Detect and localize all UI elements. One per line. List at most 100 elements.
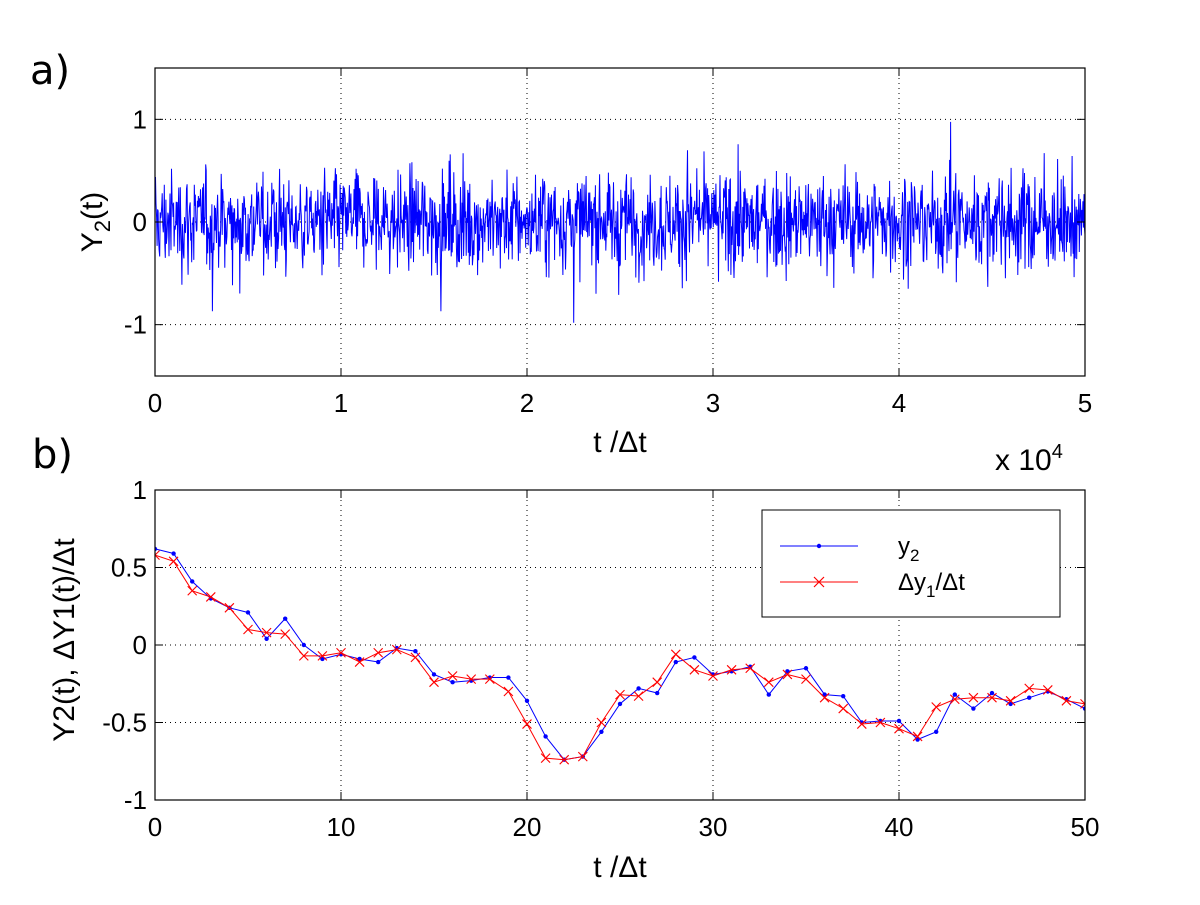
chart-b: 0 10 20 30 40 50 -1 -0.5 0 0.5 1 t /Δt Y2(t), ΔY1… [48, 475, 1099, 884]
chart-b-point-y2-40 [896, 718, 902, 724]
chart-b-point-dy1-dt-16 [447, 671, 458, 681]
chart-b-point-y2-7 [283, 616, 288, 621]
chart-b-point-y2-45 [989, 690, 995, 696]
chart-b-point-y2-9 [320, 656, 325, 662]
legend-marker-dy1-dt [813, 576, 825, 588]
chart-b-point-dy1-dt-48 [1042, 685, 1053, 695]
chart-b-x-tick-label-5: 50 [1071, 812, 1100, 842]
chart-b-y-tick-label-1: -0.5 [102, 708, 147, 738]
chart-b-x-tick-label-0: 0 [148, 812, 162, 842]
chart-b-point-dy1-dt-6 [261, 627, 272, 638]
chart-b-point-y2-5 [245, 610, 251, 615]
chart-b-point-dy1-dt-44 [968, 692, 979, 703]
chart-b-point-y2-25 [617, 701, 623, 707]
chart-b-point-y2-33 [766, 692, 771, 697]
chart-b-point-dy1-dt-9 [317, 650, 328, 661]
chart-a-y-axis-label: Y2(t) [76, 192, 115, 253]
chart-b-point-dy1-dt-0 [155, 550, 160, 560]
chart-b-point-dy1-dt-36 [819, 692, 830, 703]
chart-b-point-dy1-dt-34 [782, 669, 793, 680]
chart-b-point-dy1-dt-10 [336, 647, 346, 658]
chart-b-x-tick-label-1: 10 [327, 812, 356, 842]
chart-b-x-tick-label-4: 40 [885, 812, 914, 842]
chart-b-point-dy1-dt-33 [763, 677, 774, 688]
chart-b-point-y2-16 [450, 680, 455, 685]
chart-a-y-tick-label-0: -1 [124, 310, 147, 340]
chart-b-point-dy1-dt-26 [633, 691, 644, 702]
chart-b-y-tick-label-2: 0 [133, 630, 147, 660]
chart-b-point-dy1-dt-42 [931, 702, 942, 712]
chart-b-point-dy1-dt-20 [522, 719, 532, 729]
chart-b-point-dy1-dt-17 [466, 674, 477, 684]
chart-b-point-dy1-dt-45 [987, 692, 997, 703]
chart-b-point-y2-29 [692, 655, 697, 660]
chart-a-x-axis-label: t /Δt [593, 426, 647, 459]
chart-b-x-ticks: 0 10 20 30 40 50 [148, 490, 1100, 842]
chart-b-point-dy1-dt-4 [224, 602, 235, 613]
chart-b-point-dy1-dt-37 [838, 703, 849, 714]
chart-b-series-dy1-dt [155, 550, 1085, 765]
chart-b-point-dy1-dt-3 [205, 592, 216, 602]
chart-b-point-dy1-dt-23 [577, 751, 588, 762]
chart-b-point-dy1-dt-2 [187, 585, 198, 596]
chart-b-point-dy1-dt-25 [615, 689, 625, 700]
chart-b-point-y2-2 [190, 579, 195, 584]
panel-label-a: a) [30, 48, 70, 94]
chart-b-point-dy1-dt-24 [596, 717, 607, 728]
chart-b-point-dy1-dt-46 [1005, 695, 1016, 706]
chart-b-point-dy1-dt-32 [745, 663, 756, 674]
chart-b-point-dy1-dt-38 [856, 719, 867, 729]
chart-b-point-dy1-dt-14 [410, 652, 421, 663]
chart-b-y-axis-label: Y2(t), ΔY1(t)/Δt [48, 538, 81, 742]
chart-b-point-y2-36 [822, 692, 827, 697]
chart-a-x-ticks: 0 1 2 3 4 5 [148, 68, 1092, 418]
chart-b-point-dy1-dt-29 [689, 664, 700, 675]
chart-a-x-tick-label-2: 2 [520, 388, 534, 418]
chart-b-point-dy1-dt-12 [373, 647, 384, 658]
chart-a-x-tick-label-3: 3 [706, 388, 720, 418]
chart-b-point-y2-11 [357, 656, 362, 662]
chart-b-series-y2 [155, 546, 1085, 762]
chart-b-point-y2-21 [543, 734, 548, 739]
chart-b-point-dy1-dt-11 [354, 657, 365, 667]
legend-marker-y2 [816, 543, 822, 549]
chart-a-y-tick-label-1: 0 [133, 207, 147, 237]
chart-b-point-y2-42 [934, 729, 939, 734]
chart-b-point-dy1-dt-19 [503, 686, 514, 697]
chart-b-point-dy1-dt-30 [708, 671, 718, 681]
chart-b-point-dy1-dt-27 [652, 677, 663, 688]
chart-b-y-tick-label-0: -1 [124, 785, 147, 815]
chart-b-point-y2-44 [971, 706, 976, 711]
chart-a-series-line [155, 121, 1085, 323]
chart-b-point-y2-46 [1008, 701, 1013, 707]
chart-b-point-y2-47 [1027, 695, 1032, 700]
chart-b-y-tick-label-3: 0.5 [111, 553, 147, 583]
chart-b-point-dy1-dt-7 [280, 629, 291, 640]
chart-b-legend: y2 Δy1/Δt [761, 509, 1061, 618]
chart-b-point-dy1-dt-22 [559, 754, 570, 765]
chart-a-x-tick-label-0: 0 [148, 388, 162, 418]
chart-b-point-dy1-dt-50 [1080, 699, 1085, 709]
chart-a-x-tick-label-5: 5 [1078, 388, 1092, 418]
chart-b-point-y2-6 [264, 636, 269, 641]
chart-b-point-y2-8 [301, 642, 306, 648]
chart-b-point-y2-20 [524, 698, 530, 703]
chart-b-point-y2-1 [171, 551, 176, 556]
chart-b-grid [155, 490, 1085, 800]
chart-a: 0 1 2 3 4 5 -1 0 1 t /Δt x 104 Y2(t) [76, 67, 1092, 477]
chart-b-point-y2-35 [803, 666, 809, 671]
chart-b-point-dy1-dt-15 [429, 677, 439, 688]
chart-b-point-y2-28 [673, 659, 678, 665]
chart-a-x-tick-label-1: 1 [334, 388, 348, 418]
chart-a-x-multiplier: x 104 [995, 441, 1063, 477]
chart-a-y-ticks: -1 0 1 [124, 104, 1085, 340]
chart-b-point-dy1-dt-28 [670, 649, 681, 660]
chart-b-point-y2-15 [431, 672, 437, 677]
chart-b-y-ticks: -1 -0.5 0 0.5 1 [102, 475, 1085, 815]
legend-label-y2: y2 [898, 533, 919, 565]
chart-b-point-dy1-dt-43 [949, 694, 960, 705]
chart-b-point-y2-14 [413, 649, 418, 654]
chart-b-point-dy1-dt-5 [243, 624, 253, 635]
chart-a-x-tick-label-4: 4 [892, 388, 906, 418]
